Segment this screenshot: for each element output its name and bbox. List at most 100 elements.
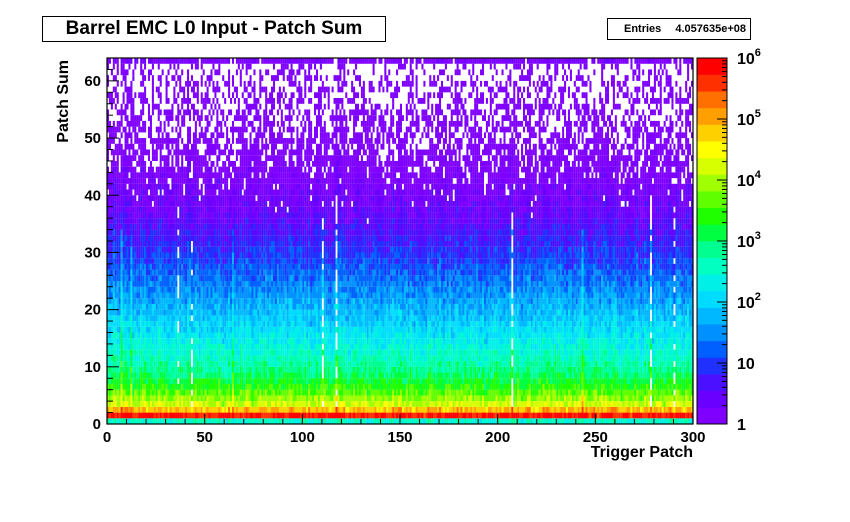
heatmap-cell <box>161 406 164 413</box>
heatmap-cell <box>171 309 174 316</box>
heatmap-cell <box>220 389 223 396</box>
heatmap-cell <box>157 241 160 247</box>
heatmap-cell <box>120 63 123 70</box>
heatmap-cell <box>126 418 129 425</box>
heatmap-cell <box>173 395 176 402</box>
heatmap-cell <box>177 366 180 373</box>
heatmap-cell <box>146 395 149 402</box>
heatmap-cell <box>124 172 127 179</box>
heatmap-cell <box>271 315 274 322</box>
heatmap-cell <box>241 206 244 213</box>
heatmap-cell <box>179 383 182 390</box>
heatmap-cell <box>212 235 215 242</box>
heatmap-cell <box>265 178 268 184</box>
heatmap-cell <box>122 366 125 373</box>
heatmap-cell <box>114 143 117 150</box>
heatmap-cell <box>243 166 246 173</box>
heatmap-cell <box>226 378 229 385</box>
heatmap-cell <box>220 275 223 282</box>
heatmap-cell <box>231 303 235 310</box>
heatmap-cell <box>194 246 197 253</box>
heatmap-cell <box>214 315 217 322</box>
heatmap-cell <box>106 212 109 219</box>
heatmap-cell <box>134 246 137 253</box>
heatmap-cell <box>255 200 258 207</box>
heatmap-cell <box>187 138 190 144</box>
heatmap-cell <box>274 326 277 333</box>
heatmap-cell <box>216 183 219 190</box>
heatmap-cell <box>179 366 182 373</box>
heatmap-cell <box>187 366 190 373</box>
heatmap-cell <box>132 326 135 333</box>
heatmap-cell <box>169 315 172 322</box>
heatmap-cell <box>237 383 240 390</box>
heatmap-cell <box>278 298 281 304</box>
heatmap-cell <box>194 298 197 304</box>
heatmap-cell <box>181 258 184 264</box>
heatmap-cell <box>222 332 225 339</box>
heatmap-cell <box>171 109 174 116</box>
heatmap-cell <box>175 338 178 344</box>
heatmap-cell <box>179 218 182 224</box>
heatmap-cell <box>147 252 151 259</box>
heatmap-cell <box>144 172 147 179</box>
heatmap-cell <box>228 86 231 93</box>
heatmap-cell <box>110 366 113 373</box>
heatmap-cell <box>171 355 174 362</box>
heatmap-cell <box>134 200 137 207</box>
heatmap-cell <box>122 246 125 253</box>
heatmap-cell <box>171 315 174 322</box>
heatmap-cell <box>149 303 152 310</box>
heatmap-cell <box>228 303 231 310</box>
heatmap-cell <box>224 275 227 282</box>
heatmap-cell <box>278 355 281 362</box>
heatmap-cell <box>257 166 260 173</box>
heatmap-cell <box>239 183 242 190</box>
heatmap-cell <box>204 223 207 230</box>
heatmap-cell <box>173 212 176 219</box>
heatmap-cell <box>147 383 151 390</box>
heatmap-cell <box>263 326 266 333</box>
heatmap-cell <box>261 355 264 362</box>
heatmap-cell <box>269 166 272 173</box>
heatmap-cell <box>157 269 160 276</box>
heatmap-cell <box>157 343 160 350</box>
heatmap-cell <box>243 263 246 270</box>
heatmap-cell <box>216 132 219 139</box>
heatmap-cell <box>202 372 205 379</box>
heatmap-cell <box>196 383 199 390</box>
heatmap-cell <box>253 383 256 390</box>
heatmap-cell <box>247 160 250 167</box>
heatmap-cell <box>165 241 168 247</box>
heatmap-cell <box>208 143 211 150</box>
heatmap-cell <box>157 92 160 99</box>
heatmap-cell <box>185 286 188 293</box>
heatmap-cell <box>190 143 193 150</box>
heatmap-cell <box>196 303 199 310</box>
heatmap-cell <box>114 372 117 379</box>
heatmap-cell <box>255 258 258 264</box>
heatmap-cell <box>243 195 246 202</box>
heatmap-cell <box>149 338 152 344</box>
heatmap-cell <box>155 172 158 179</box>
heatmap-cell <box>175 378 178 385</box>
heatmap-cell <box>114 286 117 293</box>
heatmap-cell <box>140 298 143 304</box>
heatmap-cell <box>187 401 190 407</box>
heatmap-cell <box>165 366 168 373</box>
heatmap-cell <box>140 195 143 202</box>
heatmap-cell <box>146 321 149 327</box>
heatmap-cell <box>146 303 149 310</box>
heatmap-cell <box>130 275 133 282</box>
heatmap-cell <box>214 303 217 310</box>
heatmap-cell <box>118 183 121 190</box>
heatmap-cell <box>280 138 283 144</box>
heatmap-cell <box>206 286 209 293</box>
heatmap-cell <box>128 183 131 190</box>
heatmap-cell <box>167 418 170 425</box>
heatmap-cell <box>163 321 166 327</box>
heatmap-cell <box>274 343 277 350</box>
heatmap-cell <box>128 143 131 150</box>
heatmap-cell <box>245 406 248 413</box>
heatmap-cell <box>251 292 254 299</box>
